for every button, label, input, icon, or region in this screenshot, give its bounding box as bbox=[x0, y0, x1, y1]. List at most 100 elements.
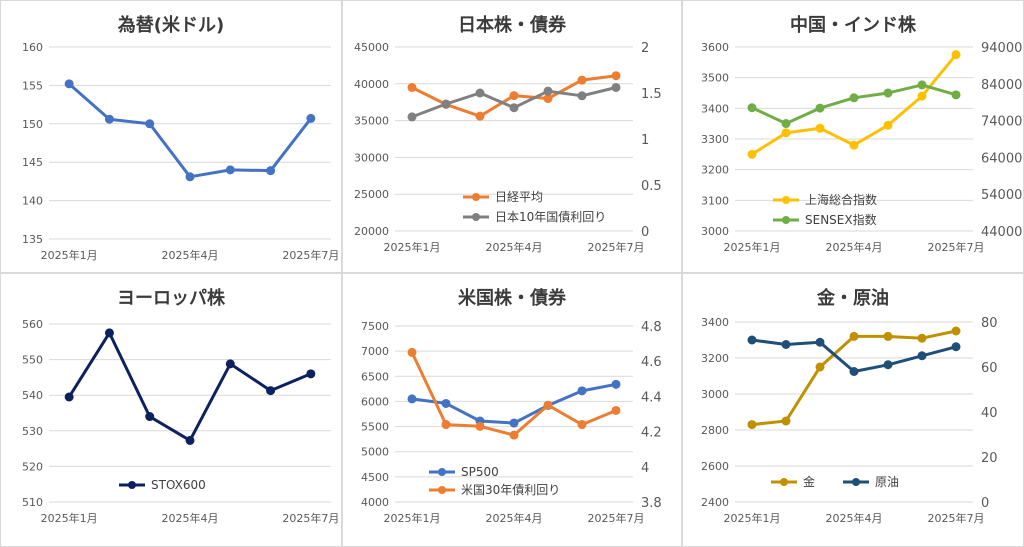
data-point bbox=[883, 331, 893, 341]
data-point bbox=[441, 398, 451, 408]
data-point bbox=[441, 99, 451, 109]
y-tick-label: 45000 bbox=[354, 41, 389, 54]
x-tick-label: 2025年7月 bbox=[928, 240, 985, 254]
legend-marker bbox=[438, 468, 446, 476]
y2-tick-label: 0 bbox=[641, 225, 649, 240]
y-tick-label: 3000 bbox=[701, 388, 729, 401]
data-point bbox=[815, 362, 825, 372]
y-tick-label: 25000 bbox=[354, 188, 389, 201]
y2-tick-label: 2 bbox=[641, 41, 649, 56]
y2-tick-label: 3.8 bbox=[641, 496, 662, 511]
chart-panel-2: 日本株・債券 20000 25000 30000 35000 40000 45000 0 0.5… bbox=[343, 1, 681, 272]
data-point bbox=[917, 351, 927, 361]
legend-marker bbox=[782, 196, 790, 204]
data-point bbox=[306, 113, 316, 123]
y-tick-label: 2400 bbox=[701, 496, 729, 509]
x-tick-label: 2025年7月 bbox=[282, 248, 339, 262]
y2-tick-label: 1 bbox=[641, 133, 649, 148]
data-point bbox=[225, 165, 235, 175]
data-point bbox=[104, 114, 114, 124]
y2-tick-label: 0.5 bbox=[641, 179, 662, 194]
legend-label: 日本10年国債利回り bbox=[495, 209, 606, 224]
data-point bbox=[747, 420, 757, 430]
data-point bbox=[849, 140, 859, 150]
data-point bbox=[849, 331, 859, 341]
x-tick-label: 2025年7月 bbox=[282, 511, 339, 525]
data-point bbox=[266, 166, 276, 176]
data-point bbox=[611, 405, 621, 415]
data-point bbox=[543, 94, 553, 104]
data-point bbox=[185, 435, 195, 445]
x-tick-label: 2025年4月 bbox=[486, 240, 543, 254]
series-line bbox=[68, 82, 313, 179]
legend-marker bbox=[472, 213, 480, 221]
y2-tick-label: 40 bbox=[981, 406, 998, 421]
data-point bbox=[407, 82, 417, 92]
data-point bbox=[815, 123, 825, 133]
data-point bbox=[145, 412, 155, 422]
legend-marker bbox=[782, 216, 790, 224]
y2-tick-label: 4 bbox=[641, 461, 649, 476]
data-point bbox=[951, 326, 961, 336]
y2-tick-label: 44000 bbox=[981, 225, 1022, 240]
y-tick-label: 150 bbox=[22, 118, 43, 131]
y-tick-label: 145 bbox=[22, 156, 43, 169]
y-tick-label: 4500 bbox=[361, 471, 389, 484]
chart-svg-1: 為替(米ドル) 135 140 145 150 155 160 2025年1月 2025年4月 2… bbox=[22, 14, 339, 262]
data-point bbox=[509, 430, 519, 440]
y-tick-label: 30000 bbox=[354, 151, 389, 164]
y-tick-label: 135 bbox=[22, 233, 43, 246]
y-tick-label: 20000 bbox=[354, 225, 389, 238]
chart-title: 中国・インド株 bbox=[790, 14, 917, 36]
y-tick-label: 4000 bbox=[361, 496, 389, 509]
chart-panel-4: ヨーロッパ株 510 520 530 540 550 560 2025年1月 2025年4月 20… bbox=[1, 274, 341, 546]
chart-svg-6: 金・原油 2400 2600 2800 3000 3200 3400 0 20 40 60 80 202… bbox=[701, 287, 998, 525]
legend-marker bbox=[438, 486, 446, 494]
y-tick-label: 3200 bbox=[701, 164, 729, 177]
y-tick-label: 3600 bbox=[701, 41, 729, 54]
y-tick-label: 3000 bbox=[701, 225, 729, 238]
data-point bbox=[441, 420, 451, 430]
chart-panel-1: 為替(米ドル) 135 140 145 150 155 160 2025年1月 2025年4月 2… bbox=[1, 1, 341, 272]
y-tick-label: 540 bbox=[22, 389, 43, 402]
data-point bbox=[577, 420, 587, 430]
y-tick-label: 7500 bbox=[361, 320, 389, 333]
y-tick-label: 3500 bbox=[701, 72, 729, 85]
chart-svg-5: 米国株・債券 4000 4500 5000 5500 6000 6500 7000 7500 3.… bbox=[361, 287, 662, 525]
y-tick-label: 560 bbox=[22, 318, 43, 331]
y-tick-label: 2800 bbox=[701, 424, 729, 437]
legend-marker bbox=[472, 193, 480, 201]
data-point bbox=[883, 88, 893, 98]
y2-tick-label: 64000 bbox=[981, 151, 1022, 166]
data-point bbox=[509, 91, 519, 101]
data-point bbox=[815, 103, 825, 113]
x-tick-label: 2025年1月 bbox=[384, 240, 441, 254]
x-tick-label: 2025年7月 bbox=[588, 240, 645, 254]
data-point bbox=[543, 86, 553, 96]
y-tick-label: 3200 bbox=[701, 352, 729, 365]
data-point bbox=[64, 392, 74, 402]
data-point bbox=[917, 91, 927, 101]
data-point bbox=[407, 394, 417, 404]
chart-title: 為替(米ドル) bbox=[118, 14, 224, 36]
y-tick-label: 35000 bbox=[354, 115, 389, 128]
y2-tick-label: 54000 bbox=[981, 188, 1022, 203]
data-point bbox=[611, 71, 621, 81]
x-tick-label: 2025年4月 bbox=[162, 248, 219, 262]
x-tick-label: 2025年7月 bbox=[588, 511, 645, 525]
y2-tick-label: 4.8 bbox=[641, 320, 662, 335]
data-point bbox=[407, 347, 417, 357]
x-tick-label: 2025年4月 bbox=[162, 511, 219, 525]
legend-label: 上海総合指数 bbox=[805, 192, 877, 207]
y-tick-label: 6500 bbox=[361, 370, 389, 383]
chart-panel-6: 金・原油 2400 2600 2800 3000 3200 3400 0 20 40 60 80 202… bbox=[683, 274, 1023, 546]
y2-tick-label: 74000 bbox=[981, 115, 1022, 130]
data-point bbox=[849, 367, 859, 376]
data-point bbox=[509, 418, 519, 428]
y-tick-label: 5000 bbox=[361, 446, 389, 459]
y-tick-label: 6000 bbox=[361, 395, 389, 408]
series-line bbox=[67, 331, 312, 442]
legend-label: 金 bbox=[803, 474, 815, 489]
data-point bbox=[781, 119, 791, 129]
x-tick-label: 2025年1月 bbox=[724, 240, 781, 254]
